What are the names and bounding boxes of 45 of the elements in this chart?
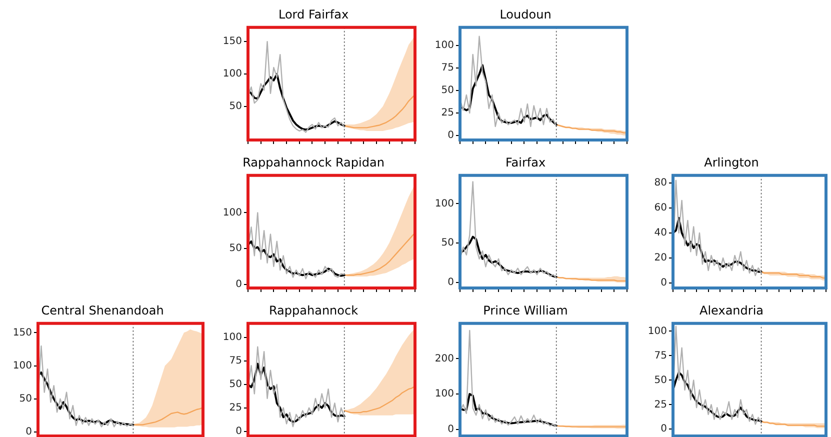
chart-title: Alexandria xyxy=(699,303,764,318)
y-tick-label: 0 xyxy=(26,426,32,437)
y-tick-label: 0 xyxy=(236,279,242,290)
y-tick-label: 100 xyxy=(648,326,667,337)
y-tick-label: 0 xyxy=(236,426,242,437)
y-tick-label: 0 xyxy=(660,424,667,435)
y-tick-label: 75 xyxy=(654,350,667,362)
y-tick-label: 25 xyxy=(654,399,667,410)
y-tick-label: 80 xyxy=(654,178,667,188)
y-tick-label: 75 xyxy=(441,62,454,74)
chart-title: Rappahannock xyxy=(268,303,358,318)
y-tick-label: 50 xyxy=(229,378,242,390)
chart-title: Central Shenandoah xyxy=(41,303,164,318)
y-tick-label: 50 xyxy=(19,394,32,404)
y-tick-label: 100 xyxy=(434,40,454,52)
y-tick-label: 100 xyxy=(222,207,242,218)
y-tick-label: 150 xyxy=(222,36,242,48)
y-tick-label: 100 xyxy=(12,360,32,372)
chart-title: Arlington xyxy=(704,155,759,170)
y-tick-label: 25 xyxy=(441,108,454,119)
y-tick-label: 25 xyxy=(229,402,242,414)
y-tick-label: 0 xyxy=(448,424,454,435)
y-tick-label: 50 xyxy=(441,238,454,249)
chart-title: Fairfax xyxy=(505,155,546,170)
chart-title: Rappahannock Rapidan xyxy=(242,155,384,170)
y-tick-label: 100 xyxy=(222,68,242,80)
y-tick-label: 50 xyxy=(441,85,454,96)
y-tick-label: 100 xyxy=(434,388,454,400)
y-tick-label: 0 xyxy=(448,277,454,288)
y-tick-label: 75 xyxy=(229,356,242,367)
y-tick-label: 60 xyxy=(654,202,667,214)
chart-title: Loudoun xyxy=(500,7,552,22)
y-tick-label: 50 xyxy=(654,374,667,386)
y-tick-label: 100 xyxy=(434,198,454,210)
y-tick-label: 0 xyxy=(660,278,667,289)
y-tick-label: 200 xyxy=(434,353,454,364)
y-tick-label: 20 xyxy=(654,252,667,264)
y-tick-label: 50 xyxy=(229,100,242,112)
chart-title: Lord Fairfax xyxy=(278,7,349,22)
y-tick-label: 50 xyxy=(229,243,242,254)
y-tick-label: 0 xyxy=(448,130,454,142)
y-tick-label: 100 xyxy=(222,332,242,344)
y-tick-label: 40 xyxy=(654,228,667,239)
chart-title: Prince William xyxy=(483,303,568,318)
y-tick-label: 150 xyxy=(12,327,32,338)
